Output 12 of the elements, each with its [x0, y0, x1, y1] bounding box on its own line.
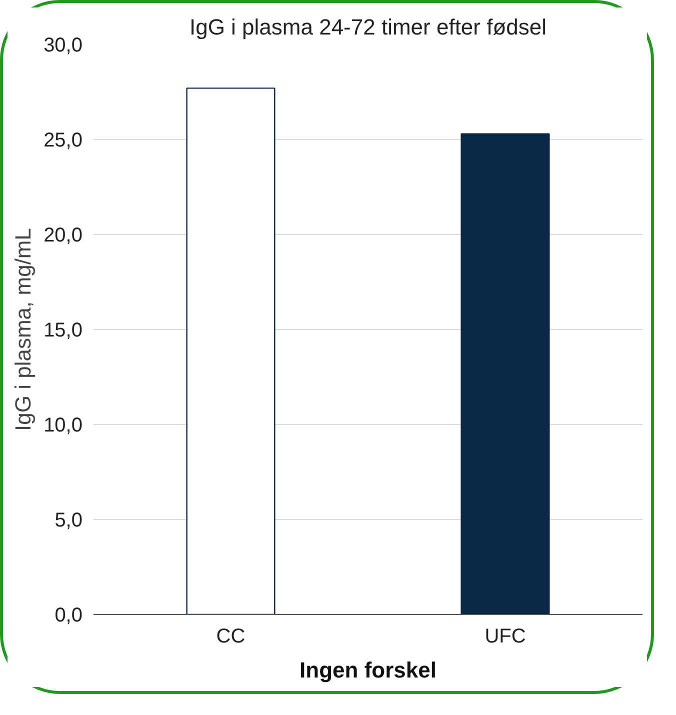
- y-tick-label: 30,0: [44, 34, 83, 56]
- chart-title: IgG i plasma 24-72 timer efter fødsel: [189, 14, 547, 40]
- text: Ingen forskel: [300, 658, 436, 682]
- y-tick-label: 20,0: [44, 224, 83, 246]
- y-tick-label: 15,0: [44, 320, 83, 342]
- y-tick-label: 0,0: [54, 604, 83, 626]
- x-tick-label: CC: [216, 626, 246, 648]
- y-axis-title: IgG i plasma, mg/mL: [10, 228, 36, 431]
- y-tick-label: 10,0: [44, 414, 83, 436]
- y-tick-label: 5,0: [54, 510, 83, 532]
- y-tick-label: 25,0: [44, 130, 83, 152]
- x-tick-label: UFC: [484, 626, 526, 648]
